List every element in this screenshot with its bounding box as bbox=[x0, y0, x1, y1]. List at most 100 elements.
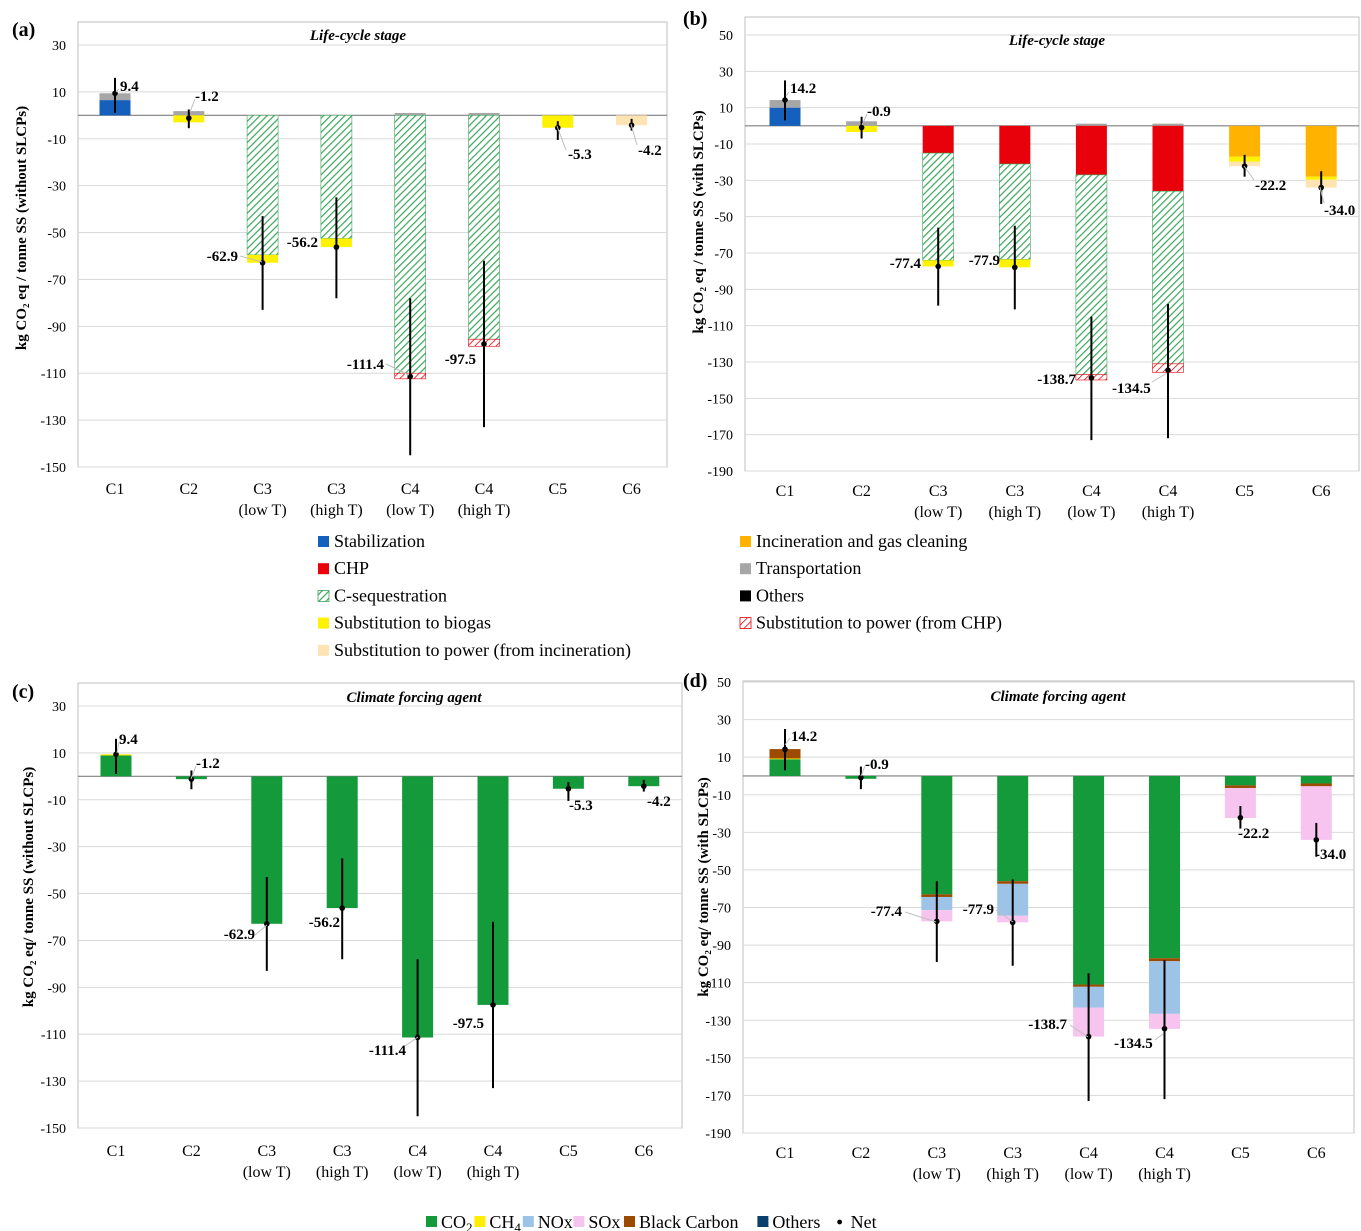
y-tick-label: -10 bbox=[47, 133, 66, 148]
legend-swatch-transport bbox=[740, 563, 751, 575]
bar-segment-bc bbox=[1300, 783, 1332, 787]
panel-d-title: Climate forcing agent bbox=[991, 689, 1127, 705]
legend-label: Incineration and gas cleaning bbox=[756, 531, 967, 551]
bar-segment-incineration bbox=[1229, 125, 1261, 157]
label-c-c4ht: -97.5 bbox=[453, 1016, 484, 1032]
y-tick-label: -130 bbox=[40, 1075, 66, 1090]
y-tick-label: -190 bbox=[707, 465, 733, 480]
category-label: C3 bbox=[257, 1143, 276, 1160]
legend-label: Others bbox=[772, 1212, 820, 1231]
label-a-c4ht: -97.5 bbox=[445, 352, 476, 368]
y-tick-label: -10 bbox=[714, 138, 733, 153]
y-tick-label: 50 bbox=[717, 676, 731, 691]
category-label: C2 bbox=[182, 1143, 201, 1160]
net-marker bbox=[934, 918, 940, 925]
panel-b-title: Life-cycle stage bbox=[1008, 33, 1106, 49]
category-label: C4 bbox=[408, 1143, 427, 1160]
panel-b-bars bbox=[769, 100, 1337, 381]
category-label: C3 bbox=[1003, 1145, 1022, 1162]
legend-label: SOx bbox=[588, 1212, 620, 1231]
label-c-c5: -5.3 bbox=[569, 798, 593, 814]
panel-a-title: Life-cycle stage bbox=[309, 28, 407, 44]
panel-c-y-ticks: 30 10 -10 -30 -50 -70 -90 -110 -130 -150 bbox=[40, 700, 66, 1137]
panel-a-letter: (a) bbox=[12, 19, 35, 41]
category-label: (high T) bbox=[1138, 1166, 1191, 1183]
label-d-c2: -0.9 bbox=[865, 757, 889, 773]
panel-d-bars bbox=[769, 749, 1332, 1037]
net-marker bbox=[1313, 837, 1320, 843]
net-marker bbox=[1012, 264, 1018, 271]
net-marker bbox=[113, 751, 119, 758]
net-marker bbox=[858, 774, 864, 781]
panel-b-y-ticks: 50 30 10 -10 -30 -50 -70 -90 -110 -130 -150 -170 -19… bbox=[707, 29, 733, 480]
label-d-c5: -22.2 bbox=[1238, 826, 1269, 842]
label-d-c4ht: -134.5 bbox=[1114, 1036, 1153, 1052]
panel-d-categories: C1 C2 C3 (low T) C3 (high T) C4 (low T) C4 (high … bbox=[776, 1145, 1326, 1183]
y-tick-label: 10 bbox=[719, 102, 733, 117]
y-tick-label: 30 bbox=[717, 714, 731, 729]
y-tick-label: 10 bbox=[717, 751, 731, 766]
y-tick-label: 30 bbox=[52, 39, 66, 54]
net-marker bbox=[186, 115, 192, 121]
legend-label: Others bbox=[756, 585, 804, 605]
panel-a-data-labels: 9.4 -1.2 -62.9 -56.2 -111.4 -97.5 -5.3 -… bbox=[115, 79, 662, 376]
category-label: (low T) bbox=[386, 502, 434, 519]
net-marker bbox=[490, 1002, 496, 1008]
label-b-c5: -22.2 bbox=[1255, 178, 1286, 194]
net-marker bbox=[1161, 1025, 1168, 1032]
legend-label: Substitution to biogas bbox=[334, 613, 491, 633]
legend-swatch-others_agent bbox=[757, 1216, 769, 1227]
bar-segment-chp bbox=[1075, 125, 1107, 175]
net-marker bbox=[339, 905, 346, 911]
y-tick-label: -10 bbox=[47, 794, 66, 809]
category-label: C5 bbox=[1235, 483, 1254, 500]
legend-label: Net bbox=[851, 1212, 877, 1231]
legend-swatch-others_stage bbox=[740, 590, 751, 602]
bar-segment-chp bbox=[922, 125, 954, 154]
legend-swatch-sox bbox=[573, 1216, 585, 1227]
y-tick-label: -10 bbox=[712, 789, 731, 804]
net-marker bbox=[481, 341, 487, 347]
panel-b-error-bars bbox=[782, 80, 1324, 441]
category-label: (low T) bbox=[243, 1164, 291, 1181]
legend-swatch-co2 bbox=[426, 1216, 437, 1227]
net-marker bbox=[1237, 814, 1244, 821]
panel-a-y-axis-label: kg CO₂ eq / tonne SS (without SLCPs) bbox=[14, 106, 30, 350]
legend-swatch-biogas bbox=[318, 617, 329, 629]
label-a-c4lt: -111.4 bbox=[347, 357, 385, 373]
net-marker bbox=[565, 785, 572, 792]
y-tick-label: -50 bbox=[714, 211, 733, 226]
legend-net-marker bbox=[837, 1219, 842, 1225]
panel-a-y-ticks: 30 10 -10 -30 -50 -70 -90 -110 -130 -150 bbox=[40, 39, 66, 476]
label-a-c5: -5.3 bbox=[568, 147, 592, 163]
panel-d-gridlines bbox=[743, 681, 1354, 1134]
y-tick-label: -150 bbox=[705, 1052, 731, 1067]
net-marker bbox=[264, 920, 270, 927]
panel-b-categories: C1 C2 C3 (low T) C3 (high T) C4 (low T) C4 (high … bbox=[776, 483, 1331, 521]
panel-a-error-bars bbox=[112, 77, 635, 456]
category-label: (high T) bbox=[310, 502, 363, 519]
category-label: C2 bbox=[179, 481, 198, 498]
net-marker bbox=[333, 244, 340, 250]
label-c-c3lt: -62.9 bbox=[224, 927, 255, 943]
y-tick-label: -150 bbox=[40, 461, 66, 476]
legend-label: Stabilization bbox=[334, 531, 425, 551]
y-tick-label: -30 bbox=[47, 841, 66, 856]
legend-climate-forcing-agent: CO2 CH4 NOx SOx Black Carbon Others Net bbox=[426, 1212, 877, 1231]
panel-c-data-labels: 9.4 -1.2 -62.9 -56.2 -111.4 -97.5 -5.3 -… bbox=[116, 732, 671, 1059]
legend-label: Transportation bbox=[756, 558, 861, 578]
panel-b-letter: (b) bbox=[683, 8, 707, 30]
bar-segment-co2 bbox=[1073, 775, 1105, 985]
y-tick-label: -130 bbox=[707, 356, 733, 371]
y-tick-label: 30 bbox=[719, 65, 733, 80]
y-tick-label: -170 bbox=[707, 429, 733, 444]
legend-label: NOx bbox=[538, 1212, 573, 1231]
y-tick-label: -50 bbox=[47, 227, 66, 242]
y-tick-label: -90 bbox=[714, 283, 733, 298]
legend-label: CO2 bbox=[441, 1212, 473, 1231]
y-tick-label: -30 bbox=[47, 180, 66, 195]
category-label: C1 bbox=[107, 1143, 126, 1160]
legend-swatch-power_incin bbox=[318, 644, 329, 656]
panel-b-data-labels: 14.2 -0.9 -77.4 -77.9 -138.7 -134.5 -22.… bbox=[785, 81, 1355, 397]
label-d-c3lt: -77.4 bbox=[871, 904, 903, 920]
